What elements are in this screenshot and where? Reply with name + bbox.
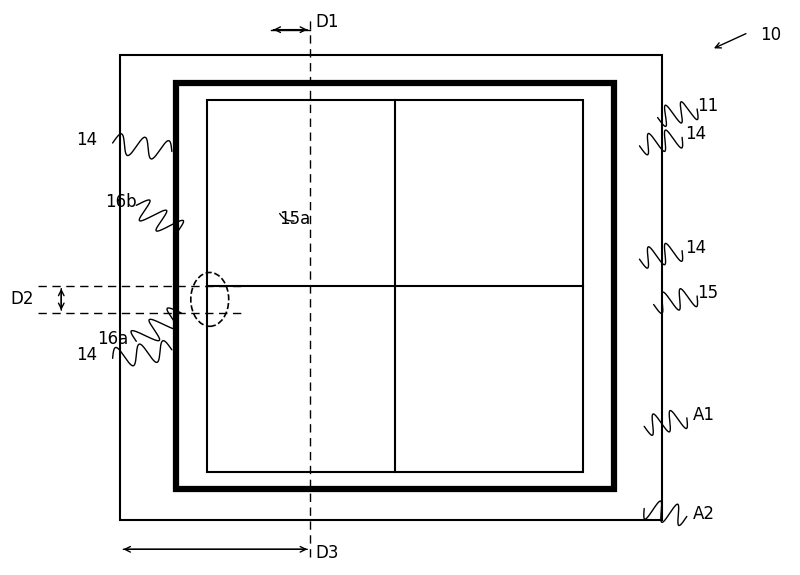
Bar [176, 83, 614, 489]
Text: 11: 11 [697, 97, 718, 115]
Text: 14: 14 [76, 347, 97, 365]
Text: 15a: 15a [278, 210, 310, 228]
Text: 16a: 16a [97, 329, 128, 347]
Text: D2: D2 [10, 290, 34, 308]
Bar [207, 101, 582, 472]
Text: A1: A1 [693, 406, 715, 424]
Text: 10: 10 [760, 26, 782, 44]
Text: 14: 14 [76, 131, 97, 149]
Text: D1: D1 [315, 13, 339, 31]
Text: 14: 14 [686, 125, 706, 144]
Text: 15: 15 [697, 284, 718, 302]
Text: A2: A2 [693, 505, 715, 523]
Text: 16b: 16b [105, 194, 136, 212]
Bar [121, 55, 662, 520]
Text: D3: D3 [315, 544, 339, 562]
Text: 14: 14 [686, 239, 706, 257]
